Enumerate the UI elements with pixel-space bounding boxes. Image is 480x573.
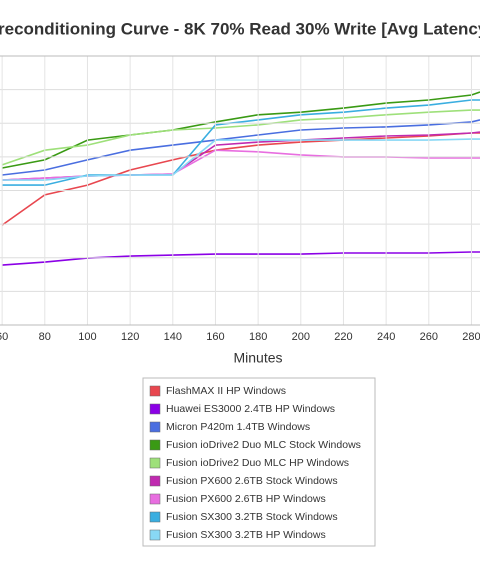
series-line: [2, 131, 480, 181]
legend-swatch: [149, 511, 161, 523]
x-tick-label: 120: [121, 331, 139, 343]
x-tick-label: 60: [0, 331, 8, 343]
series-line: [2, 149, 480, 181]
legend-label: Fusion ioDrive2 Duo MLC Stock Windows: [166, 439, 361, 451]
x-tick-label: 200: [292, 331, 310, 343]
x-tick-label: 260: [420, 331, 438, 343]
legend-label: FlashMAX II HP Windows: [166, 385, 286, 397]
legend-label: Micron P420m 1.4TB Windows: [166, 421, 310, 433]
x-tick-label: 100: [78, 331, 96, 343]
x-axis-label: Minutes: [233, 350, 282, 366]
legend-label: Fusion ioDrive2 Duo MLC HP Windows: [166, 457, 349, 469]
x-tick-label: 240: [377, 331, 395, 343]
legend-swatch: [149, 529, 161, 541]
legend-swatch: [149, 493, 161, 505]
legend-label: Fusion PX600 2.6TB Stock Windows: [166, 475, 338, 487]
plot-area: [1, 91, 480, 266]
chart-title: reconditioning Curve - 8K 70% Read 30% W…: [0, 19, 480, 38]
legend-swatch: [149, 403, 161, 415]
legend-swatch: [149, 475, 161, 487]
series-line: [2, 138, 480, 181]
x-tick-label: 160: [206, 331, 224, 343]
x-tick-label: 140: [164, 331, 182, 343]
legend-swatch: [149, 385, 161, 397]
legend-label: Fusion SX300 3.2TB Stock Windows: [166, 511, 338, 523]
x-tick-label: 280: [462, 331, 480, 343]
x-tick-label: 80: [39, 331, 51, 343]
legend-swatch: [149, 457, 161, 469]
series-line: [2, 251, 480, 266]
legend-label: Huawei ES3000 2.4TB HP Windows: [166, 403, 335, 415]
legend-swatch: [149, 421, 161, 433]
legend-label: Fusion PX600 2.6TB HP Windows: [166, 493, 326, 505]
legend-label: Fusion SX300 3.2TB HP Windows: [166, 529, 326, 541]
x-tick-label: 180: [249, 331, 267, 343]
legend-box: [142, 377, 376, 547]
x-tick-label: 220: [334, 331, 352, 343]
legend-swatch: [149, 439, 161, 451]
